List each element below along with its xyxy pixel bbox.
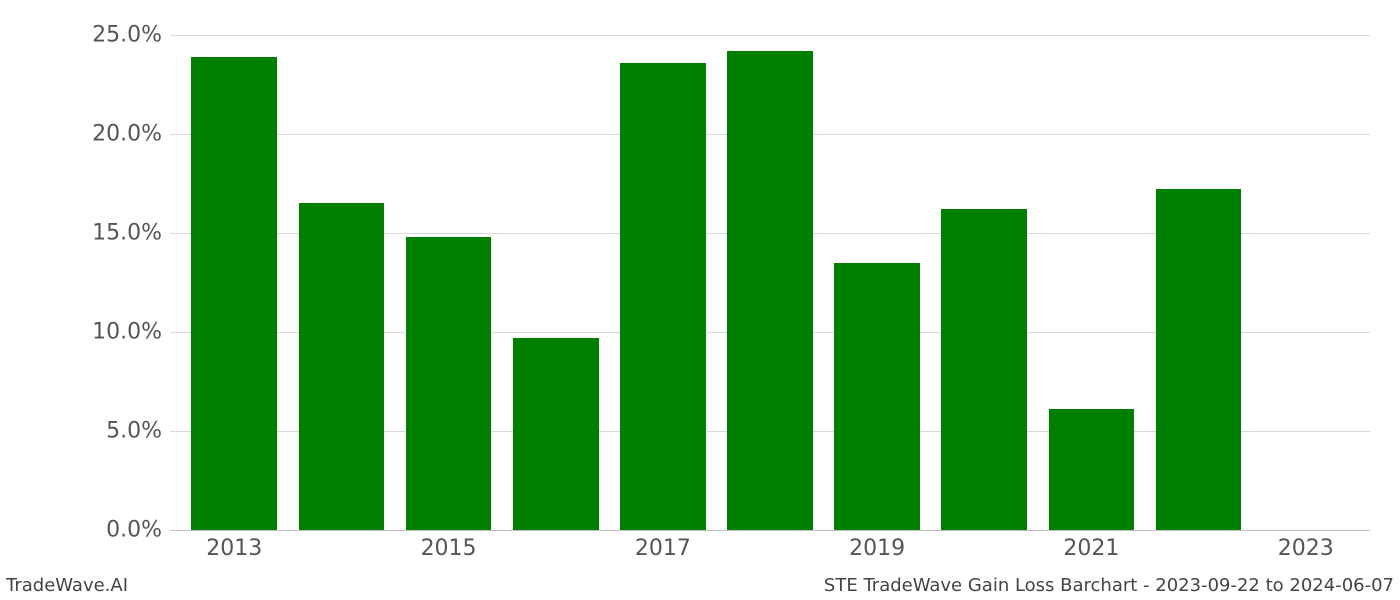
y-tick-label: 5.0% (106, 419, 162, 444)
footer-right-caption: STE TradeWave Gain Loss Barchart - 2023-… (824, 575, 1394, 596)
bar-2021 (1049, 409, 1135, 530)
plot-area: 201320152017201920212023 (170, 35, 1370, 531)
y-tick-label: 0.0% (106, 518, 162, 543)
bar-2020 (941, 209, 1027, 530)
y-tick-label: 20.0% (92, 122, 162, 147)
x-tick-label: 2019 (849, 536, 905, 561)
bar-2015 (406, 237, 492, 530)
bar-2014 (299, 203, 385, 530)
bar-2022 (1156, 189, 1242, 530)
x-tick-label: 2023 (1278, 536, 1334, 561)
x-tick-label: 2013 (206, 536, 262, 561)
gridline (170, 35, 1370, 36)
bar-2018 (727, 51, 813, 530)
bar-2013 (191, 57, 277, 530)
x-tick-label: 2017 (635, 536, 691, 561)
y-tick-label: 25.0% (92, 23, 162, 48)
y-tick-label: 10.0% (92, 320, 162, 345)
bar-2017 (620, 63, 706, 530)
bar-2019 (834, 263, 920, 530)
x-tick-label: 2021 (1063, 536, 1119, 561)
footer-left-brand: TradeWave.AI (6, 575, 128, 596)
y-tick-label: 15.0% (92, 221, 162, 246)
x-tick-label: 2015 (421, 536, 477, 561)
gain-loss-barchart: 201320152017201920212023 TradeWave.AI ST… (0, 0, 1400, 600)
bar-2016 (513, 338, 599, 530)
